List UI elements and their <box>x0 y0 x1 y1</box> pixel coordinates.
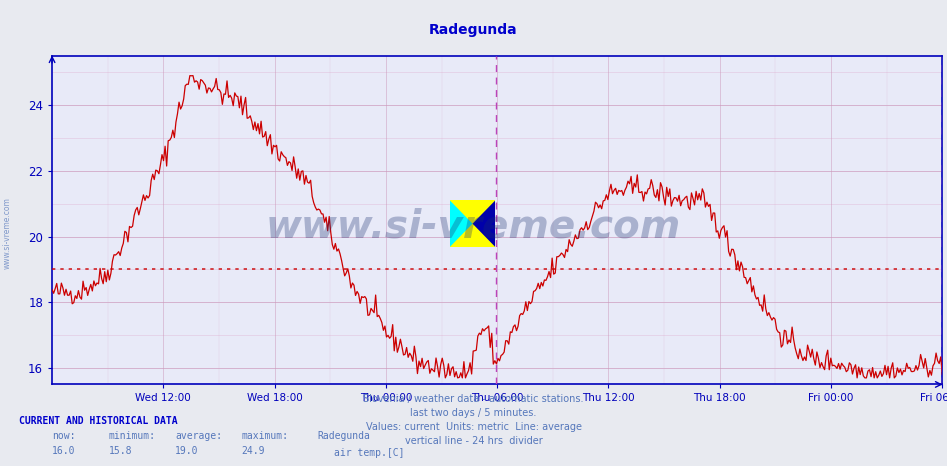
Text: Radegunda: Radegunda <box>429 23 518 37</box>
Text: air temp.[C]: air temp.[C] <box>334 448 404 459</box>
Polygon shape <box>450 200 473 247</box>
Text: CURRENT AND HISTORICAL DATA: CURRENT AND HISTORICAL DATA <box>19 416 178 426</box>
Text: Radegunda: Radegunda <box>317 432 370 441</box>
Polygon shape <box>450 200 495 247</box>
Text: 24.9: 24.9 <box>241 446 265 456</box>
Text: minimum:: minimum: <box>109 432 156 441</box>
Text: www.si-vreme.com: www.si-vreme.com <box>266 207 681 245</box>
Text: last two days / 5 minutes.: last two days / 5 minutes. <box>410 408 537 418</box>
Text: average:: average: <box>175 432 223 441</box>
Text: maximum:: maximum: <box>241 432 289 441</box>
Text: 19.0: 19.0 <box>175 446 199 456</box>
Text: Slovenia / weather data - automatic stations.: Slovenia / weather data - automatic stat… <box>364 394 583 404</box>
Text: 15.8: 15.8 <box>109 446 133 456</box>
Text: now:: now: <box>52 432 76 441</box>
Text: vertical line - 24 hrs  divider: vertical line - 24 hrs divider <box>404 436 543 445</box>
Polygon shape <box>450 200 495 247</box>
Text: www.si-vreme.com: www.si-vreme.com <box>3 197 12 269</box>
Text: Values: current  Units: metric  Line: average: Values: current Units: metric Line: aver… <box>366 422 581 432</box>
Text: 16.0: 16.0 <box>52 446 76 456</box>
